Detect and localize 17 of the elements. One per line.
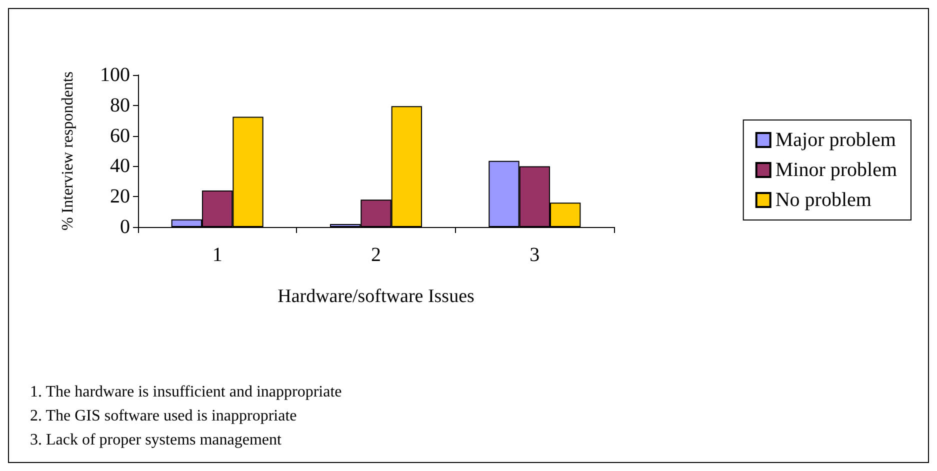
y-tick-label: 20 (110, 186, 130, 208)
y-tick-label: 100 (100, 64, 130, 86)
text: 3. Lack of proper systems management (30, 432, 282, 448)
x-axis-title: Hardware/software Issues (278, 286, 474, 307)
y-tick-label: 60 (110, 124, 130, 147)
legend-label: Minor problem (775, 159, 898, 181)
y-tick-label: 80 (110, 94, 130, 116)
text: 1. The hardware is insufficient and inappropriate (30, 384, 342, 400)
legend-label: Major problem (775, 129, 896, 151)
y-axis-title: % Interview respondents (60, 71, 76, 231)
x-tick-label: 1 (212, 244, 222, 266)
y-tick-label: 40 (110, 155, 130, 178)
text: 2. The GIS software used is inappropriate (30, 408, 297, 424)
x-tick-label: 2 (371, 244, 381, 266)
legend-label: No problem (775, 189, 872, 211)
x-tick-label: 3 (530, 244, 540, 266)
y-tick-label: 0 (120, 216, 130, 238)
